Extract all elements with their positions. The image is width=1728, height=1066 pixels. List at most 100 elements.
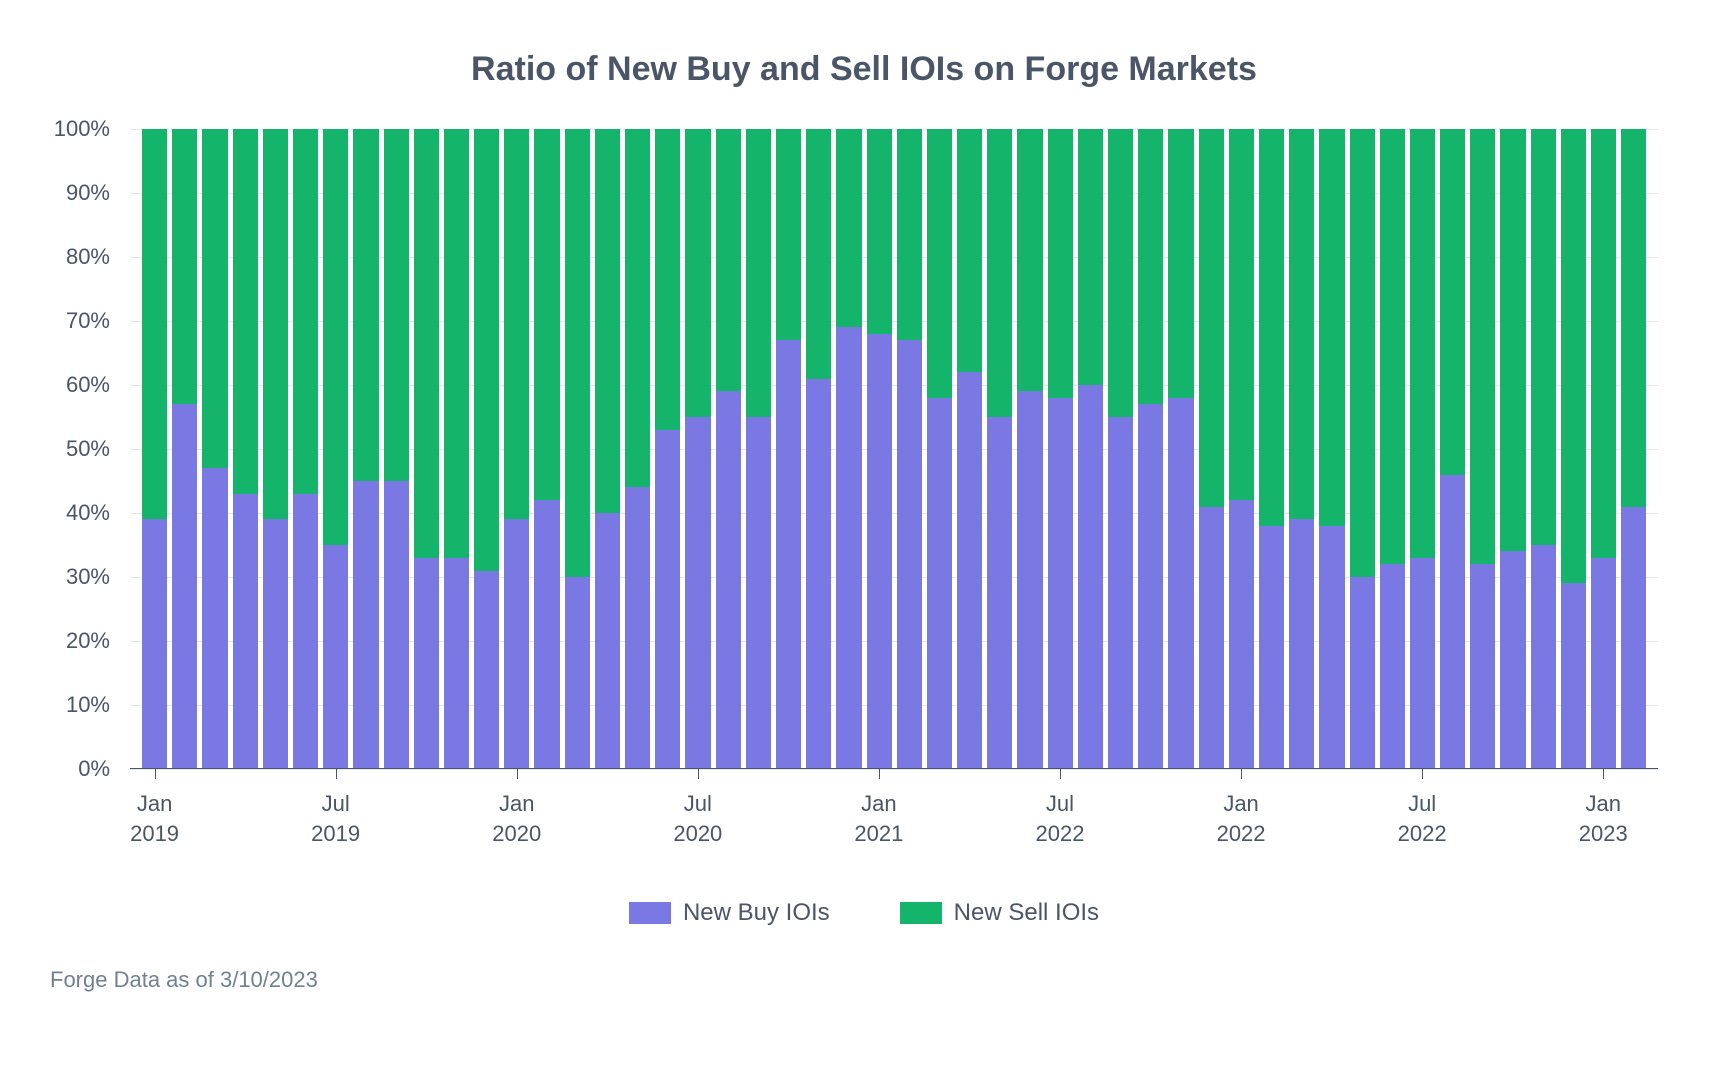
bar-segment-buy bbox=[685, 417, 710, 769]
x-tick-label-year: 2020 bbox=[492, 819, 541, 849]
bar-slot bbox=[716, 129, 741, 769]
bar-slot bbox=[1048, 129, 1073, 769]
y-tick-label: 90% bbox=[40, 180, 110, 206]
bar-slot bbox=[293, 129, 318, 769]
bar-segment-buy bbox=[1259, 526, 1284, 769]
bar-segment-sell bbox=[233, 129, 258, 494]
bar-segment-buy bbox=[987, 417, 1012, 769]
x-tick-label-year: 2021 bbox=[854, 819, 903, 849]
y-tick-label: 40% bbox=[40, 500, 110, 526]
bar-segment-buy bbox=[716, 391, 741, 769]
x-tick-mark bbox=[1422, 769, 1423, 779]
bar-segment-sell bbox=[534, 129, 559, 500]
y-tick-label: 50% bbox=[40, 436, 110, 462]
bar-segment-buy bbox=[202, 468, 227, 769]
bar-segment-buy bbox=[1621, 507, 1646, 769]
bar-segment-sell bbox=[172, 129, 197, 404]
x-tick-mark bbox=[1241, 769, 1242, 779]
bar-slot bbox=[1319, 129, 1344, 769]
bar-slot bbox=[897, 129, 922, 769]
x-tick-label-month: Jul bbox=[1398, 789, 1447, 819]
bar-slot bbox=[202, 129, 227, 769]
bar-slot bbox=[1410, 129, 1435, 769]
bar-slot bbox=[1017, 129, 1042, 769]
x-tick-mark bbox=[1603, 769, 1604, 779]
bar-segment-buy bbox=[1531, 545, 1556, 769]
bar-slot bbox=[444, 129, 469, 769]
bar-segment-sell bbox=[1199, 129, 1224, 507]
x-axis-line bbox=[130, 768, 1658, 769]
bar-slot bbox=[1621, 129, 1646, 769]
bar-slot bbox=[1380, 129, 1405, 769]
bar-segment-buy bbox=[836, 327, 861, 769]
bar-segment-sell bbox=[353, 129, 378, 481]
x-axis-labels: Jan2019Jul2019Jan2020Jul2020Jan2021Jul20… bbox=[130, 789, 1658, 869]
bar-segment-buy bbox=[897, 340, 922, 769]
bar-slot bbox=[1561, 129, 1586, 769]
bar-segment-buy bbox=[414, 558, 439, 769]
bar-segment-buy bbox=[1410, 558, 1435, 769]
bar-slot bbox=[323, 129, 348, 769]
bar-slot bbox=[867, 129, 892, 769]
y-axis: 0%10%20%30%40%50%60%70%80%90%100% bbox=[40, 129, 120, 769]
bar-segment-sell bbox=[1048, 129, 1073, 398]
x-tick-mark bbox=[517, 769, 518, 779]
legend-swatch-sell bbox=[900, 902, 942, 924]
bar-segment-sell bbox=[1561, 129, 1586, 583]
bar-segment-sell bbox=[323, 129, 348, 545]
bar-segment-sell bbox=[202, 129, 227, 468]
bar-segment-buy bbox=[1168, 398, 1193, 769]
bar-segment-buy bbox=[1561, 583, 1586, 769]
x-tick-mark bbox=[879, 769, 880, 779]
bar-slot bbox=[625, 129, 650, 769]
bar-slot bbox=[1229, 129, 1254, 769]
legend-label-sell: New Sell IOIs bbox=[954, 899, 1099, 927]
bar-segment-buy bbox=[776, 340, 801, 769]
x-tick-label: Jan2019 bbox=[130, 789, 179, 848]
bar-segment-buy bbox=[323, 545, 348, 769]
bar-segment-buy bbox=[927, 398, 952, 769]
bar-slot bbox=[1078, 129, 1103, 769]
bar-segment-sell bbox=[444, 129, 469, 558]
x-tick-label-year: 2022 bbox=[1217, 819, 1266, 849]
x-tick-label-month: Jan bbox=[1217, 789, 1266, 819]
x-tick-label: Jan2023 bbox=[1579, 789, 1628, 848]
bar-slot bbox=[957, 129, 982, 769]
bar-slot bbox=[1259, 129, 1284, 769]
bar-slot bbox=[474, 129, 499, 769]
bar-segment-buy bbox=[1380, 564, 1405, 769]
bar-segment-buy bbox=[293, 494, 318, 769]
bar-slot bbox=[353, 129, 378, 769]
bar-segment-buy bbox=[384, 481, 409, 769]
bar-segment-buy bbox=[1440, 475, 1465, 769]
bar-segment-sell bbox=[474, 129, 499, 571]
bar-segment-sell bbox=[263, 129, 288, 519]
plot-region bbox=[130, 129, 1658, 769]
bar-segment-buy bbox=[1048, 398, 1073, 769]
bar-slot bbox=[595, 129, 620, 769]
bar-segment-sell bbox=[927, 129, 952, 398]
x-tick-label-month: Jan bbox=[1579, 789, 1628, 819]
bar-segment-sell bbox=[504, 129, 529, 519]
x-tick-label-year: 2019 bbox=[311, 819, 360, 849]
bar-segment-buy bbox=[1017, 391, 1042, 769]
bar-segment-buy bbox=[957, 372, 982, 769]
bar-segment-sell bbox=[565, 129, 590, 577]
bar-slot bbox=[1440, 129, 1465, 769]
bar-segment-sell bbox=[1470, 129, 1495, 564]
y-tick-label: 100% bbox=[40, 116, 110, 142]
bar-segment-sell bbox=[776, 129, 801, 340]
bar-segment-buy bbox=[1289, 519, 1314, 769]
bar-segment-sell bbox=[1319, 129, 1344, 526]
bar-segment-sell bbox=[746, 129, 771, 417]
x-tick-mark bbox=[155, 769, 156, 779]
bar-segment-buy bbox=[1591, 558, 1616, 769]
x-tick-label-month: Jan bbox=[854, 789, 903, 819]
bar-segment-buy bbox=[806, 379, 831, 769]
bar-segment-sell bbox=[1289, 129, 1314, 519]
bar-segment-sell bbox=[1380, 129, 1405, 564]
bar-slot bbox=[1591, 129, 1616, 769]
bar-segment-sell bbox=[1229, 129, 1254, 500]
bar-segment-sell bbox=[595, 129, 620, 513]
legend-swatch-buy bbox=[629, 902, 671, 924]
